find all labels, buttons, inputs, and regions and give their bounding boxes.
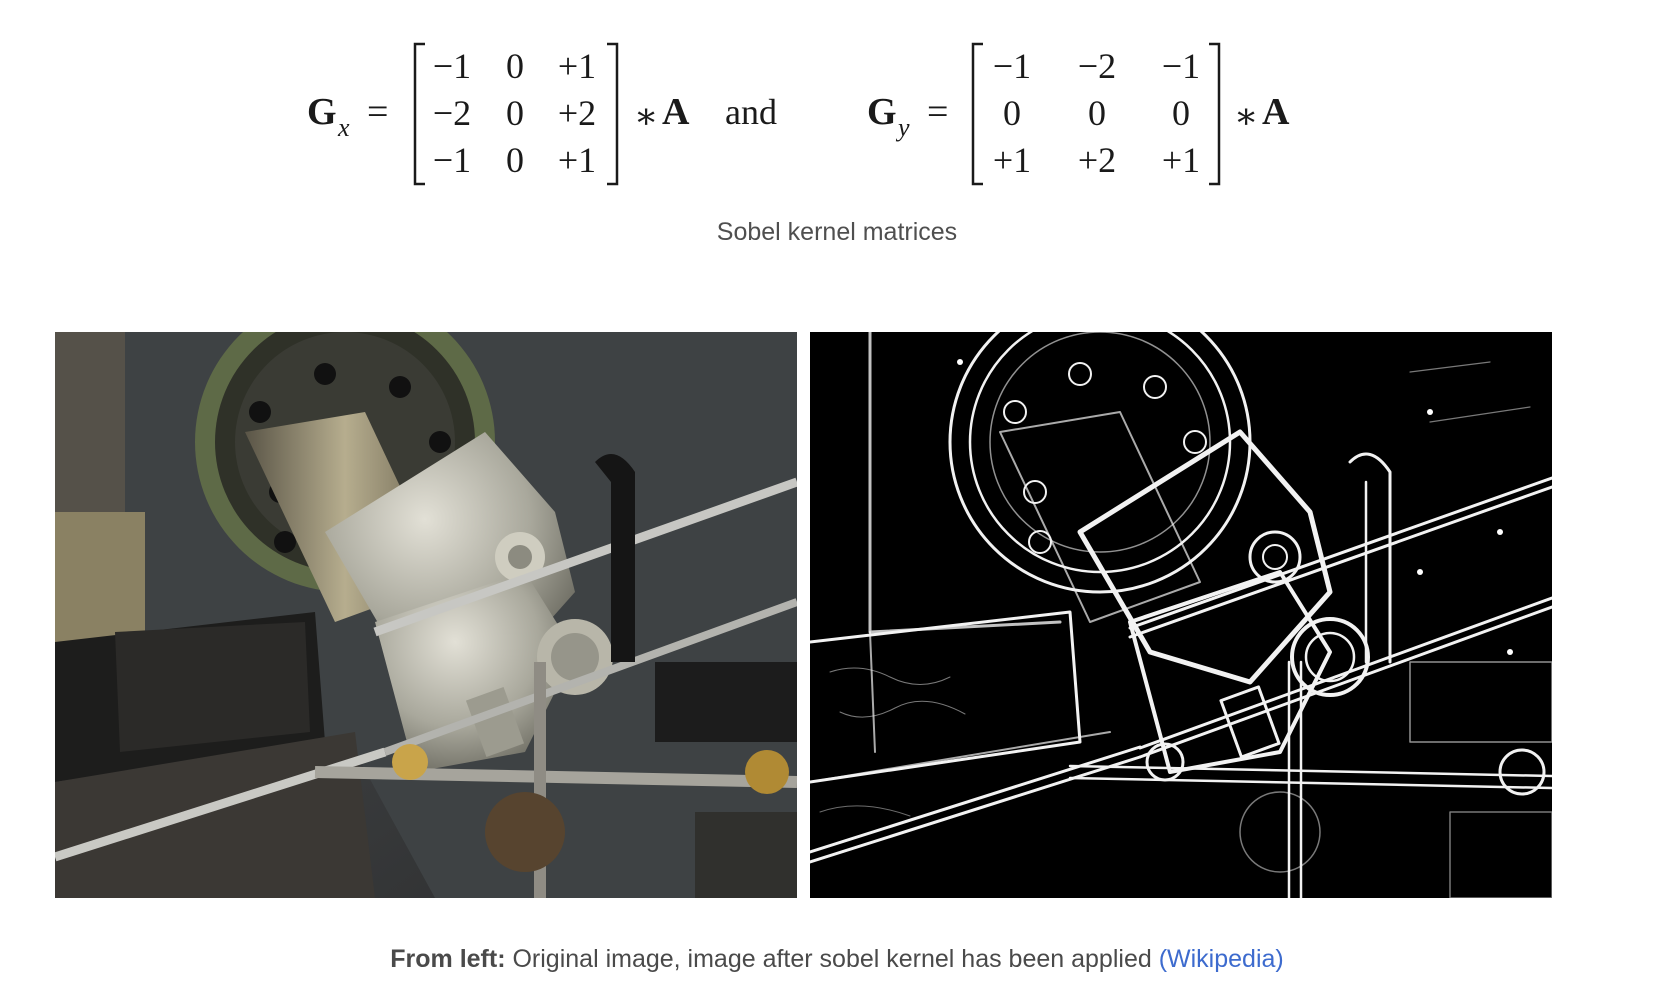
gy-cell: −2 xyxy=(1078,46,1116,86)
gx-cell: 0 xyxy=(506,46,524,86)
gx-cell: −1 xyxy=(433,46,471,86)
gy-equals: = xyxy=(927,91,948,133)
gx-left-bracket xyxy=(413,42,425,186)
gy-matrix: −1 −2 −1 0 0 0 +1 +2 +1 xyxy=(993,46,1200,180)
and-word: and xyxy=(725,92,777,132)
gy-cell: +2 xyxy=(1078,140,1116,180)
gy-right-bracket xyxy=(1209,42,1221,186)
gy-cell: −1 xyxy=(993,46,1031,86)
gx-cell: −2 xyxy=(433,93,471,133)
gx-matrix: −1 0 +1 −2 0 +2 −1 0 +1 xyxy=(433,46,596,180)
gy-operand: A xyxy=(1262,91,1290,133)
sobel-image-svg xyxy=(810,332,1552,898)
gy-symbol: G xyxy=(867,91,897,133)
gy-left-bracket xyxy=(971,42,983,186)
gx-cell: −1 xyxy=(433,140,471,180)
figure-caption-lead: From left: xyxy=(390,945,506,973)
gx-right-bracket xyxy=(607,42,619,186)
figure-caption: From left: Original image, image after s… xyxy=(0,945,1674,974)
gx-cell: +1 xyxy=(558,46,596,86)
gx-equals: = xyxy=(367,91,388,133)
gx-cell: 0 xyxy=(506,140,524,180)
equation-svg: G x = −1 0 +1 −2 0 +2 −1 0 +1 ∗ A and G … xyxy=(307,42,1290,186)
gx-subscript: x xyxy=(337,113,350,142)
original-image-svg xyxy=(55,332,797,898)
wikipedia-link[interactable]: (Wikipedia) xyxy=(1158,945,1284,973)
sobel-equation: G x = −1 0 +1 −2 0 +2 −1 0 +1 ∗ A and G … xyxy=(0,36,1674,196)
gx-cell: +1 xyxy=(558,140,596,180)
gy-cell: 0 xyxy=(1172,93,1190,133)
gx-operand: A xyxy=(662,91,690,133)
gx-conv-operator: ∗ xyxy=(634,96,658,136)
gy-cell: +1 xyxy=(993,140,1031,180)
gy-subscript: y xyxy=(895,113,910,142)
sobel-image xyxy=(810,332,1552,898)
gy-cell: 0 xyxy=(1003,93,1021,133)
gy-cell: −1 xyxy=(1162,46,1200,86)
original-image xyxy=(55,332,797,898)
figure-caption-text: Original image, image after sobel kernel… xyxy=(505,945,1159,973)
gy-conv-operator: ∗ xyxy=(1234,96,1258,136)
gy-cell: 0 xyxy=(1088,93,1106,133)
gx-symbol: G xyxy=(307,91,337,133)
gy-cell: +1 xyxy=(1162,140,1200,180)
equation-caption: Sobel kernel matrices xyxy=(716,218,958,246)
gx-cell: +2 xyxy=(558,93,596,133)
gx-cell: 0 xyxy=(506,93,524,133)
